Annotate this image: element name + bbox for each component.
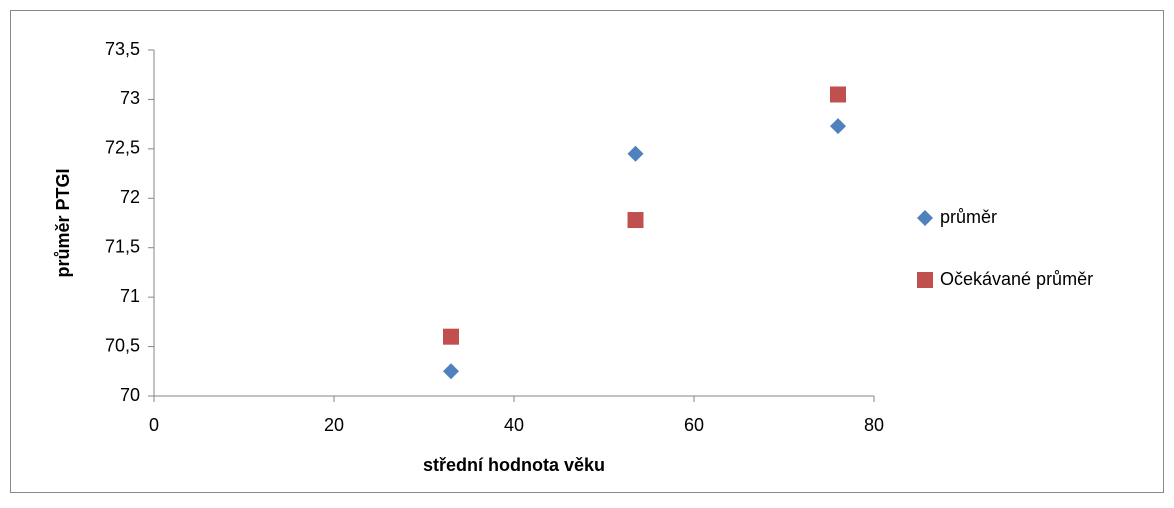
x-axis-title: střední hodnota věku [423, 455, 605, 475]
point [830, 86, 846, 103]
y-tick-label: 73 [120, 88, 140, 108]
point [443, 328, 459, 345]
legend-marker [917, 272, 933, 288]
x-tick-label: 40 [504, 415, 524, 435]
point [627, 212, 644, 229]
y-axis-title: průměr PTGI [53, 168, 73, 277]
x-tick-label: 0 [149, 415, 159, 435]
legend-label: průměr [940, 207, 997, 227]
x-tick-label: 60 [684, 415, 704, 435]
point [627, 145, 644, 162]
y-tick-label: 70,5 [105, 335, 140, 355]
point [830, 118, 846, 135]
x-tick-label: 80 [864, 415, 884, 435]
y-tick-label: 71 [120, 286, 140, 306]
y-tick-label: 71,5 [105, 236, 140, 256]
y-tick-label: 70 [120, 385, 140, 405]
x-tick-label: 20 [324, 415, 344, 435]
y-tick-label: 72 [120, 187, 140, 207]
legend-label: Očekávané průměr [940, 269, 1093, 289]
legend-marker [917, 210, 933, 226]
y-tick-label: 73,5 [105, 39, 140, 59]
y-tick-label: 72,5 [105, 138, 140, 158]
point [443, 363, 459, 380]
chart-border [10, 10, 1164, 493]
